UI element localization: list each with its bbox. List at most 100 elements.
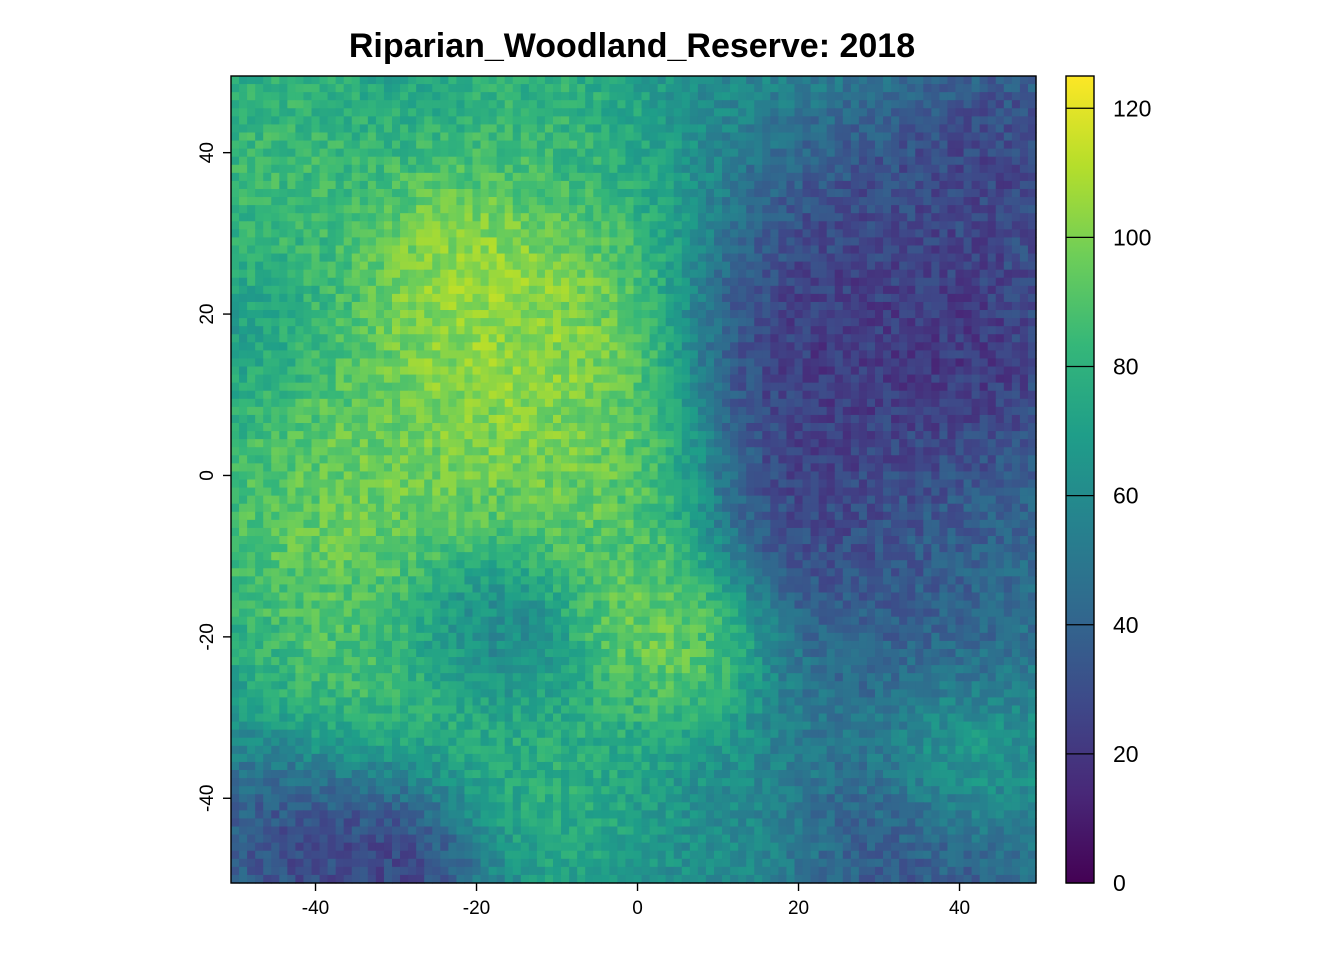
- raster-cell: [424, 415, 433, 424]
- raster-cell: [561, 254, 570, 263]
- raster-cell: [972, 326, 981, 335]
- raster-cell: [859, 294, 868, 303]
- raster-cell: [384, 221, 393, 230]
- raster-cell: [320, 350, 329, 359]
- raster-cell: [980, 326, 989, 335]
- raster-cell: [1004, 367, 1013, 376]
- raster-cell: [867, 471, 876, 480]
- raster-cell: [730, 100, 739, 109]
- raster-cell: [650, 100, 659, 109]
- raster-cell: [795, 358, 804, 367]
- raster-cell: [907, 245, 916, 254]
- raster-cell: [408, 294, 417, 303]
- raster-cell: [642, 189, 651, 198]
- raster-cell: [561, 431, 570, 440]
- raster-cell: [295, 165, 304, 174]
- raster-cell: [1020, 423, 1029, 432]
- raster-cell: [537, 116, 546, 125]
- raster-cell: [698, 92, 707, 101]
- raster-cell: [529, 399, 538, 408]
- raster-cell: [585, 326, 594, 335]
- raster-cell: [376, 318, 385, 327]
- raster-cell: [585, 334, 594, 343]
- raster-cell: [811, 455, 820, 464]
- raster-cell: [424, 100, 433, 109]
- raster-cell: [625, 326, 634, 335]
- raster-cell: [408, 439, 417, 448]
- raster-cell: [593, 165, 602, 174]
- raster-cell: [803, 294, 812, 303]
- raster-cell: [408, 455, 417, 464]
- raster-cell: [980, 463, 989, 472]
- raster-cell: [778, 375, 787, 384]
- raster-cell: [980, 431, 989, 440]
- raster-cell: [666, 237, 675, 246]
- raster-cell: [279, 431, 288, 440]
- raster-cell: [625, 108, 634, 117]
- raster-cell: [424, 399, 433, 408]
- raster-cell: [690, 197, 699, 206]
- raster-cell: [795, 431, 804, 440]
- raster-cell: [231, 439, 240, 448]
- raster-cell: [432, 471, 441, 480]
- raster-cell: [601, 318, 610, 327]
- raster-cell: [344, 423, 353, 432]
- raster-cell: [956, 391, 965, 400]
- raster-cell: [1004, 423, 1013, 432]
- raster-cell: [392, 342, 401, 351]
- raster-cell: [1020, 294, 1029, 303]
- raster-cell: [569, 205, 578, 214]
- raster-cell: [247, 124, 256, 133]
- raster-cell: [424, 358, 433, 367]
- raster-cell: [666, 326, 675, 335]
- raster-cell: [537, 254, 546, 263]
- raster-cell: [754, 431, 763, 440]
- raster-cell: [634, 229, 643, 238]
- raster-cell: [811, 254, 820, 263]
- raster-cell: [795, 254, 804, 263]
- raster-cell: [320, 375, 329, 384]
- raster-cell: [312, 447, 321, 456]
- raster-cell: [553, 254, 562, 263]
- raster-cell: [867, 141, 876, 150]
- raster-cell: [537, 173, 546, 182]
- raster-cell: [625, 383, 634, 392]
- raster-cell: [803, 318, 812, 327]
- raster-cell: [738, 165, 747, 174]
- raster-cell: [690, 286, 699, 295]
- raster-cell: [899, 141, 908, 150]
- raster-cell: [899, 326, 908, 335]
- raster-cell: [730, 302, 739, 311]
- raster-cell: [440, 302, 449, 311]
- raster-cell: [295, 334, 304, 343]
- raster-cell: [931, 310, 940, 319]
- raster-cell: [263, 455, 272, 464]
- raster-cell: [497, 197, 506, 206]
- raster-cell: [255, 439, 264, 448]
- raster-cell: [617, 383, 626, 392]
- raster-cell: [376, 431, 385, 440]
- raster-cell: [843, 132, 852, 141]
- raster-cell: [529, 278, 538, 287]
- raster-cell: [682, 116, 691, 125]
- raster-cell: [400, 350, 409, 359]
- raster-cell: [956, 108, 965, 117]
- raster-cell: [674, 326, 683, 335]
- raster-cell: [972, 407, 981, 416]
- raster-cell: [432, 157, 441, 166]
- raster-cell: [682, 334, 691, 343]
- raster-cell: [577, 116, 586, 125]
- raster-cell: [529, 350, 538, 359]
- raster-cell: [851, 237, 860, 246]
- raster-cell: [996, 431, 1005, 440]
- raster-cell: [851, 84, 860, 93]
- raster-cell: [239, 383, 248, 392]
- raster-cell: [770, 229, 779, 238]
- raster-cell: [770, 221, 779, 230]
- raster-cell: [666, 358, 675, 367]
- raster-cell: [464, 84, 473, 93]
- raster-cell: [738, 447, 747, 456]
- raster-cell: [706, 213, 715, 222]
- raster-cell: [577, 375, 586, 384]
- raster-cell: [424, 302, 433, 311]
